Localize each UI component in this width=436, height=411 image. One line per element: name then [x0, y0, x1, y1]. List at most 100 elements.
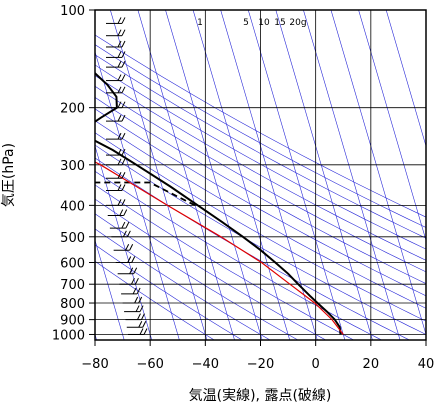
mixing-ratio-label: 5 — [243, 18, 249, 28]
wind-barb — [125, 313, 145, 321]
wind-barb-flag — [121, 148, 126, 156]
wind-barb-flag — [143, 328, 148, 335]
x-tick-label: 40 — [418, 357, 435, 372]
grid-lines — [95, 10, 426, 340]
x-tick-label: 20 — [363, 357, 380, 372]
wind-barb — [106, 40, 126, 48]
wind-barb-flag — [117, 60, 122, 68]
x-tick-label: −20 — [247, 357, 274, 372]
isotherm-line — [385, 10, 426, 148]
isotherm-line — [192, 10, 290, 340]
isotherm-line — [95, 144, 153, 340]
wind-barb-flag — [121, 17, 126, 24]
dry-adiabat-line — [95, 170, 382, 340]
dry-adiabat-line — [95, 244, 243, 340]
x-tick-label: −40 — [192, 357, 219, 372]
wind-barb-flag — [126, 230, 131, 238]
wind-barb — [117, 267, 138, 275]
wind-barb — [106, 101, 126, 109]
mixing-ratio-labels: 1 5 10 15 20g — [197, 18, 306, 28]
wind-barb-flag — [121, 51, 126, 58]
wind-barb-flag — [131, 256, 136, 263]
dry-adiabat-line — [95, 144, 426, 335]
wind-barb-flag — [134, 277, 139, 285]
wind-barb — [106, 51, 126, 58]
wind-barb-flag — [122, 230, 127, 238]
wind-barb-flag — [121, 199, 126, 206]
y-axis-title: 気圧(hPa) — [1, 143, 17, 207]
y-tick-label: 100 — [60, 4, 85, 19]
dry-adiabat-line — [95, 198, 326, 340]
isotherm-line — [220, 10, 318, 340]
mixing-ratio-label: 15 — [274, 18, 285, 28]
isotherm-line — [358, 10, 426, 242]
wind-barb-flag — [135, 305, 140, 312]
isotherm-line — [275, 10, 373, 340]
isotherm-line — [137, 10, 235, 340]
wind-barb-flag — [142, 321, 147, 328]
wind-barb-flag — [129, 267, 134, 274]
series-layer — [95, 71, 344, 335]
wind-barb-flag — [121, 101, 126, 108]
wind-barb — [106, 60, 126, 68]
wind-barb — [106, 86, 126, 94]
wind-barb — [119, 277, 139, 285]
wind-barb-flag — [139, 305, 144, 312]
wind-barb-flag — [117, 86, 122, 94]
wind-barb-flag — [117, 101, 122, 108]
wind-barb — [106, 184, 126, 192]
mixing-ratio-label: 10 — [258, 18, 270, 28]
dewpoint-line — [95, 181, 196, 207]
wind-barb-flag — [117, 172, 122, 179]
wind-barb-flag — [121, 114, 126, 122]
wind-barb-flag — [117, 158, 122, 166]
isotherm-line — [303, 10, 401, 340]
wind-barb — [106, 199, 126, 206]
wind-barb — [111, 230, 131, 238]
dry-adiabat-line — [95, 44, 426, 228]
x-axis-title: 気温(実線), 露点(破線) — [189, 388, 332, 404]
isotherm-line — [95, 239, 125, 340]
dry-adiabat-line — [95, 97, 426, 284]
wind-barb — [128, 328, 148, 335]
wind-barb-flag — [130, 277, 135, 285]
wind-barb-flag — [139, 328, 144, 335]
wind-barb-flag — [117, 51, 122, 58]
wind-barb-flag — [121, 184, 126, 191]
wind-barb-flag — [117, 74, 122, 81]
x-tick-label: 0 — [312, 357, 320, 372]
dry-adiabat-line — [95, 85, 426, 273]
y-tick-label: 200 — [60, 102, 85, 117]
wind-barb-flag — [125, 244, 130, 251]
wind-barb — [113, 244, 134, 251]
wind-barb-flag — [127, 256, 132, 263]
y-tick-label: 700 — [60, 278, 85, 293]
wind-barb — [106, 132, 126, 140]
wind-barb-flag — [121, 86, 126, 94]
dry-adiabat-line — [95, 260, 215, 340]
wind-barb — [122, 296, 143, 304]
wind-barb-flag — [138, 321, 143, 328]
y-tick-label: 400 — [60, 199, 85, 214]
wind-barb-flag — [117, 148, 122, 156]
x-axis-ticks: −80 −60 −40 −20 0 20 40 — [81, 340, 434, 372]
y-tick-label: 800 — [60, 297, 85, 312]
y-tick-label: 500 — [60, 231, 85, 246]
dry-adiabat-line — [95, 213, 299, 340]
y-tick-label: 600 — [60, 256, 85, 271]
isotherm-line — [165, 10, 263, 340]
dry-adiabat-line — [95, 64, 426, 250]
wind-barb-flag — [121, 158, 126, 166]
wind-barb — [107, 209, 128, 217]
wind-barb-flag — [117, 17, 122, 24]
dry-adiabat-line — [95, 54, 426, 239]
mixing-ratio-label: 20g — [289, 18, 306, 28]
wind-barb-flag — [121, 221, 126, 229]
wind-barb-flag — [119, 209, 124, 216]
wind-barb — [115, 256, 136, 263]
dry-adiabat-line — [95, 120, 426, 309]
wind-barb-flag — [129, 244, 134, 251]
parcel-line — [95, 161, 344, 335]
